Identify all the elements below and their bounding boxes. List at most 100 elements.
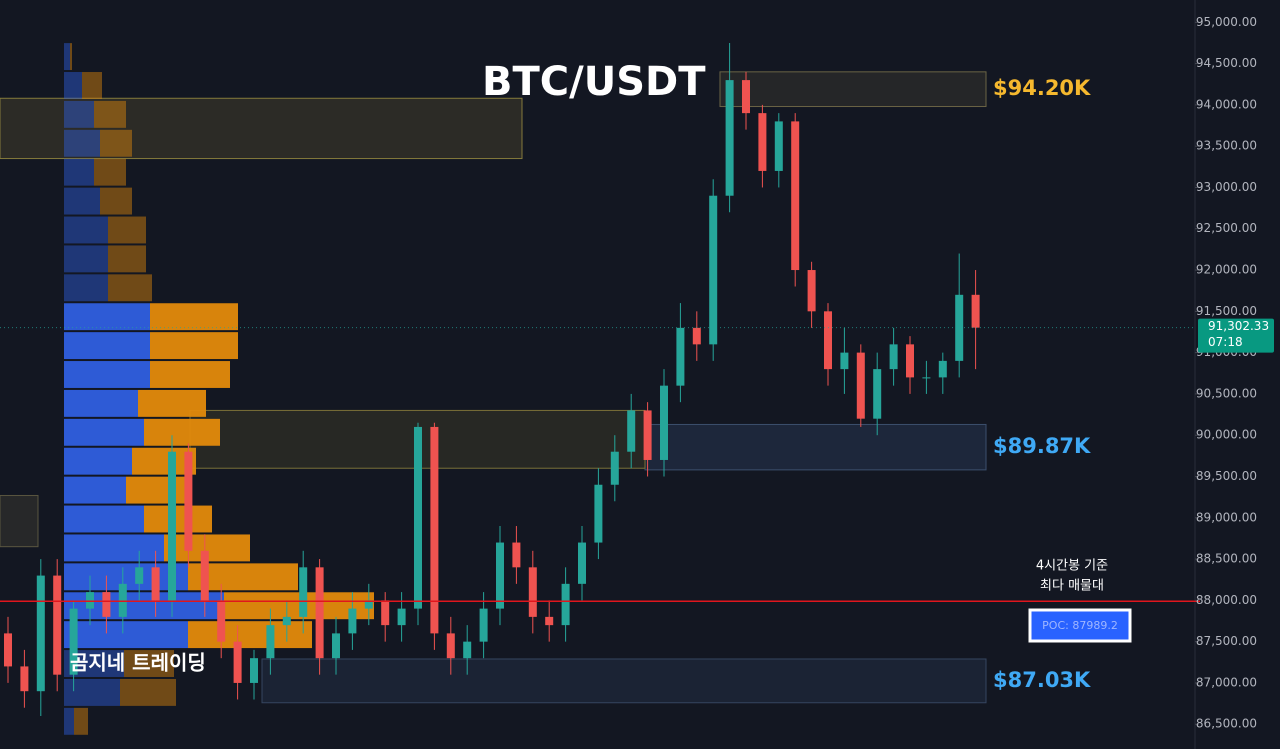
- candle-body: [430, 426, 439, 634]
- candle-body: [512, 542, 521, 568]
- candle-body: [610, 451, 619, 485]
- candle-body: [364, 600, 373, 609]
- profile-buy: [64, 332, 150, 360]
- candle-body: [561, 583, 570, 626]
- candle-body: [250, 658, 258, 683]
- profile-sell: [108, 245, 146, 273]
- candle-body: [168, 451, 176, 601]
- chart-title: BTC/USDT: [482, 59, 706, 105]
- candle-body: [742, 80, 750, 114]
- candle-body: [889, 344, 898, 370]
- last-price-tag: [1198, 318, 1274, 353]
- candle-body: [758, 113, 767, 171]
- candle-body: [4, 633, 12, 667]
- y-tick-label: 93,000.00: [1196, 180, 1257, 194]
- y-tick-label: 89,000.00: [1196, 510, 1257, 524]
- profile-buy: [64, 505, 144, 533]
- profile-buy: [64, 303, 150, 331]
- profile-buy: [64, 274, 108, 302]
- watermark: 곰지네 트레이딩: [70, 651, 206, 675]
- y-tick-label: 94,500.00: [1196, 56, 1257, 70]
- profile-buy: [64, 43, 70, 71]
- candle-body: [348, 608, 357, 634]
- candle-body: [463, 641, 472, 659]
- candle-body: [496, 542, 504, 609]
- profile-buy: [64, 100, 94, 128]
- y-tick-label: 88,000.00: [1196, 593, 1257, 607]
- candle-body: [824, 311, 832, 370]
- candle-body: [332, 633, 340, 659]
- profile-sell: [150, 361, 230, 388]
- poc-note: 최다 매물대: [1040, 579, 1104, 594]
- candle-body: [20, 666, 29, 692]
- candle-body: [594, 484, 603, 543]
- price-zone: [0, 97, 523, 160]
- candle-body: [660, 385, 668, 460]
- candle-body: [266, 625, 275, 659]
- candle-body: [578, 542, 586, 584]
- candle-body: [955, 294, 964, 361]
- zone-label: $89.87K: [993, 434, 1091, 458]
- profile-buy: [64, 129, 100, 157]
- price-axis: 95,000.00 94,500.00 94,000.00 93,500.00 93,0…: [1195, 15, 1274, 731]
- profile-sell: [144, 505, 212, 533]
- profile-sell: [108, 216, 146, 244]
- candle-body: [217, 600, 226, 642]
- profile-sell: [138, 389, 206, 417]
- profile-sell: [150, 332, 238, 360]
- candle-body: [873, 369, 882, 419]
- profile-sell: [70, 43, 72, 71]
- candle-body: [381, 600, 390, 626]
- y-tick-label: 88,500.00: [1196, 552, 1257, 566]
- price-zone: [644, 423, 987, 471]
- candle-body: [299, 567, 308, 617]
- y-tick-label: 87,500.00: [1196, 634, 1257, 648]
- y-tick-label: 93,500.00: [1196, 139, 1257, 153]
- candle-body: [53, 575, 62, 675]
- candle-body: [446, 633, 455, 659]
- candle-body: [102, 592, 111, 617]
- candle-body: [545, 616, 554, 626]
- candle-body: [184, 451, 193, 551]
- candle-body: [315, 567, 324, 659]
- candle-body: [397, 608, 406, 626]
- candle-body: [282, 616, 291, 626]
- profile-buy: [64, 447, 132, 475]
- price-zone: [719, 71, 987, 108]
- candle-body: [807, 270, 816, 312]
- candle-body: [643, 410, 652, 460]
- profile-sell: [126, 476, 186, 504]
- profile-buy: [64, 678, 120, 706]
- y-tick-label: 91,500.00: [1196, 304, 1257, 318]
- candle-body: [840, 352, 849, 370]
- profile-buy: [64, 621, 188, 649]
- candle-body: [233, 641, 242, 683]
- profile-buy: [64, 187, 100, 215]
- candle-body: [86, 592, 94, 609]
- profile-buy: [64, 72, 82, 99]
- price-zone: [0, 494, 39, 548]
- candle-body: [627, 410, 636, 452]
- profile-buy: [64, 707, 74, 735]
- candles: [4, 42, 980, 716]
- y-tick-label: 90,500.00: [1196, 386, 1257, 400]
- profile-sell: [82, 72, 102, 99]
- candle-body: [151, 567, 160, 601]
- countdown-label: 07:18: [1208, 335, 1243, 349]
- y-tick-label: 94,000.00: [1196, 97, 1257, 111]
- profile-buy: [64, 418, 144, 446]
- candle-body: [906, 344, 914, 378]
- profile-sell: [94, 100, 126, 128]
- candle-body: [971, 294, 980, 328]
- zone-label: $87.03K: [993, 668, 1091, 692]
- y-tick-label: 86,500.00: [1196, 717, 1257, 731]
- profile-sell: [100, 129, 132, 157]
- profile-buy: [64, 245, 108, 273]
- profile-sell: [94, 158, 126, 186]
- candle-body: [414, 426, 422, 609]
- candle-body: [200, 550, 209, 601]
- last-price-label: 91,302.33: [1208, 319, 1269, 333]
- profile-buy: [64, 361, 150, 388]
